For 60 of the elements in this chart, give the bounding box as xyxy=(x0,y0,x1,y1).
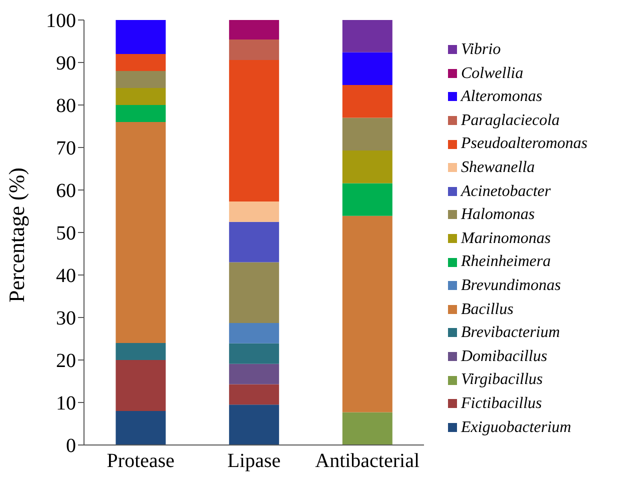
bar xyxy=(342,20,392,52)
bar xyxy=(342,52,392,86)
x-tick-label: Antibacterial xyxy=(315,450,420,472)
y-tick-label: 40 xyxy=(56,265,76,288)
x-tick-label: Lipase xyxy=(227,450,281,472)
bar xyxy=(116,20,166,54)
y-tick-label: 50 xyxy=(56,222,76,245)
bar xyxy=(229,404,280,445)
legend-label: Bacillus xyxy=(461,300,514,320)
x-tick-label: Protease xyxy=(106,450,175,472)
bar xyxy=(116,360,166,411)
bar xyxy=(229,222,280,262)
bar xyxy=(116,88,166,105)
y-tick-label: 100 xyxy=(46,10,76,32)
bar xyxy=(229,20,280,40)
legend-label: Alteromonas xyxy=(461,87,542,108)
bar xyxy=(116,411,166,445)
y-tick-label: 90 xyxy=(56,52,76,75)
bar xyxy=(229,323,280,344)
bar xyxy=(229,262,280,324)
y-tick-label: 20 xyxy=(56,350,76,372)
bar xyxy=(229,364,280,384)
y-tick-label: 0 xyxy=(66,435,76,458)
y-tick-label: 10 xyxy=(56,392,76,415)
legend-label: Vibrio xyxy=(461,40,501,60)
bar xyxy=(229,343,280,364)
bar xyxy=(229,384,280,405)
bar xyxy=(229,201,280,222)
bar xyxy=(116,122,166,343)
bar xyxy=(229,40,280,60)
legend-label: Acinetobacter xyxy=(461,182,551,202)
bar xyxy=(116,54,166,71)
bar xyxy=(116,105,166,122)
y-tick-label: 70 xyxy=(56,138,76,160)
legend-label: Colwellia xyxy=(461,64,524,84)
legend-label: Domibacillus xyxy=(461,346,548,367)
bar xyxy=(342,216,392,412)
y-tick-label: 30 xyxy=(56,308,76,330)
legend-label: Paraglaciecola xyxy=(461,110,560,131)
y-tick-label: 60 xyxy=(56,180,76,202)
legend-label: Brevibacterium xyxy=(461,323,560,344)
bar xyxy=(116,343,166,360)
legend-label: Pseudoalteromonas xyxy=(461,134,588,154)
legend-label: Rheinheimera xyxy=(461,252,551,272)
legend-label: Shewanella xyxy=(461,158,535,178)
legend-label: Brevundimonas xyxy=(461,276,561,296)
y-tick-label: 80 xyxy=(56,95,76,118)
bar xyxy=(342,183,392,216)
legend-label: Marinomonas xyxy=(461,228,551,249)
legend-label: Exiguobacterium xyxy=(461,418,572,438)
legend-label: Virgibacillus xyxy=(461,370,543,390)
legend-label: Fictibacillus xyxy=(461,394,542,414)
bar xyxy=(342,118,392,150)
y-axis-title: Percentage (%) xyxy=(4,168,29,302)
bar xyxy=(342,412,392,445)
bar xyxy=(229,60,280,202)
bar xyxy=(116,71,166,88)
bar xyxy=(342,150,392,184)
bar xyxy=(342,85,392,118)
legend-label: Halomonas xyxy=(461,205,535,226)
